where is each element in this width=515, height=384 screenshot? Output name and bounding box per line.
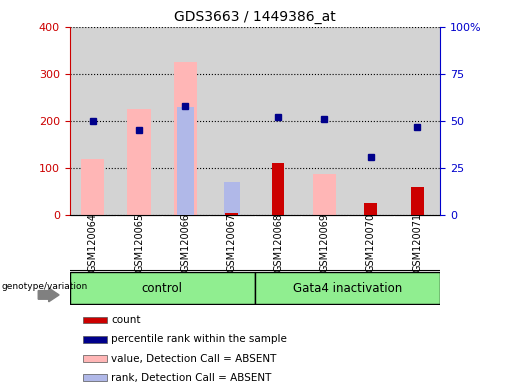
- FancyArrow shape: [38, 288, 59, 302]
- FancyBboxPatch shape: [255, 273, 440, 303]
- Text: GSM120064: GSM120064: [88, 214, 98, 272]
- Text: GSM120071: GSM120071: [412, 214, 422, 272]
- Text: value, Detection Call = ABSENT: value, Detection Call = ABSENT: [111, 354, 277, 364]
- Text: count: count: [111, 315, 141, 325]
- Text: genotype/variation: genotype/variation: [2, 282, 88, 291]
- Bar: [226, 213, 238, 215]
- Bar: [82, 317, 107, 323]
- Text: percentile rank within the sample: percentile rank within the sample: [111, 334, 287, 344]
- Text: control: control: [142, 281, 183, 295]
- Bar: [365, 203, 377, 215]
- Bar: [82, 374, 107, 381]
- Bar: [128, 109, 150, 215]
- Text: GSM120069: GSM120069: [319, 214, 330, 272]
- Bar: [81, 159, 104, 215]
- Bar: [174, 62, 197, 215]
- Bar: [177, 107, 194, 215]
- Bar: [224, 182, 240, 215]
- Text: GSM120066: GSM120066: [180, 214, 191, 272]
- Bar: [313, 174, 336, 215]
- Text: GSM120067: GSM120067: [227, 214, 237, 272]
- Text: rank, Detection Call = ABSENT: rank, Detection Call = ABSENT: [111, 373, 271, 383]
- Bar: [272, 163, 284, 215]
- Bar: [82, 355, 107, 362]
- Text: GSM120065: GSM120065: [134, 214, 144, 272]
- Text: Gata4 inactivation: Gata4 inactivation: [293, 281, 402, 295]
- Text: GSM120068: GSM120068: [273, 214, 283, 272]
- Bar: [411, 187, 423, 215]
- Text: GSM120070: GSM120070: [366, 214, 376, 272]
- FancyBboxPatch shape: [70, 273, 255, 303]
- Bar: [82, 336, 107, 343]
- Title: GDS3663 / 1449386_at: GDS3663 / 1449386_at: [174, 10, 336, 25]
